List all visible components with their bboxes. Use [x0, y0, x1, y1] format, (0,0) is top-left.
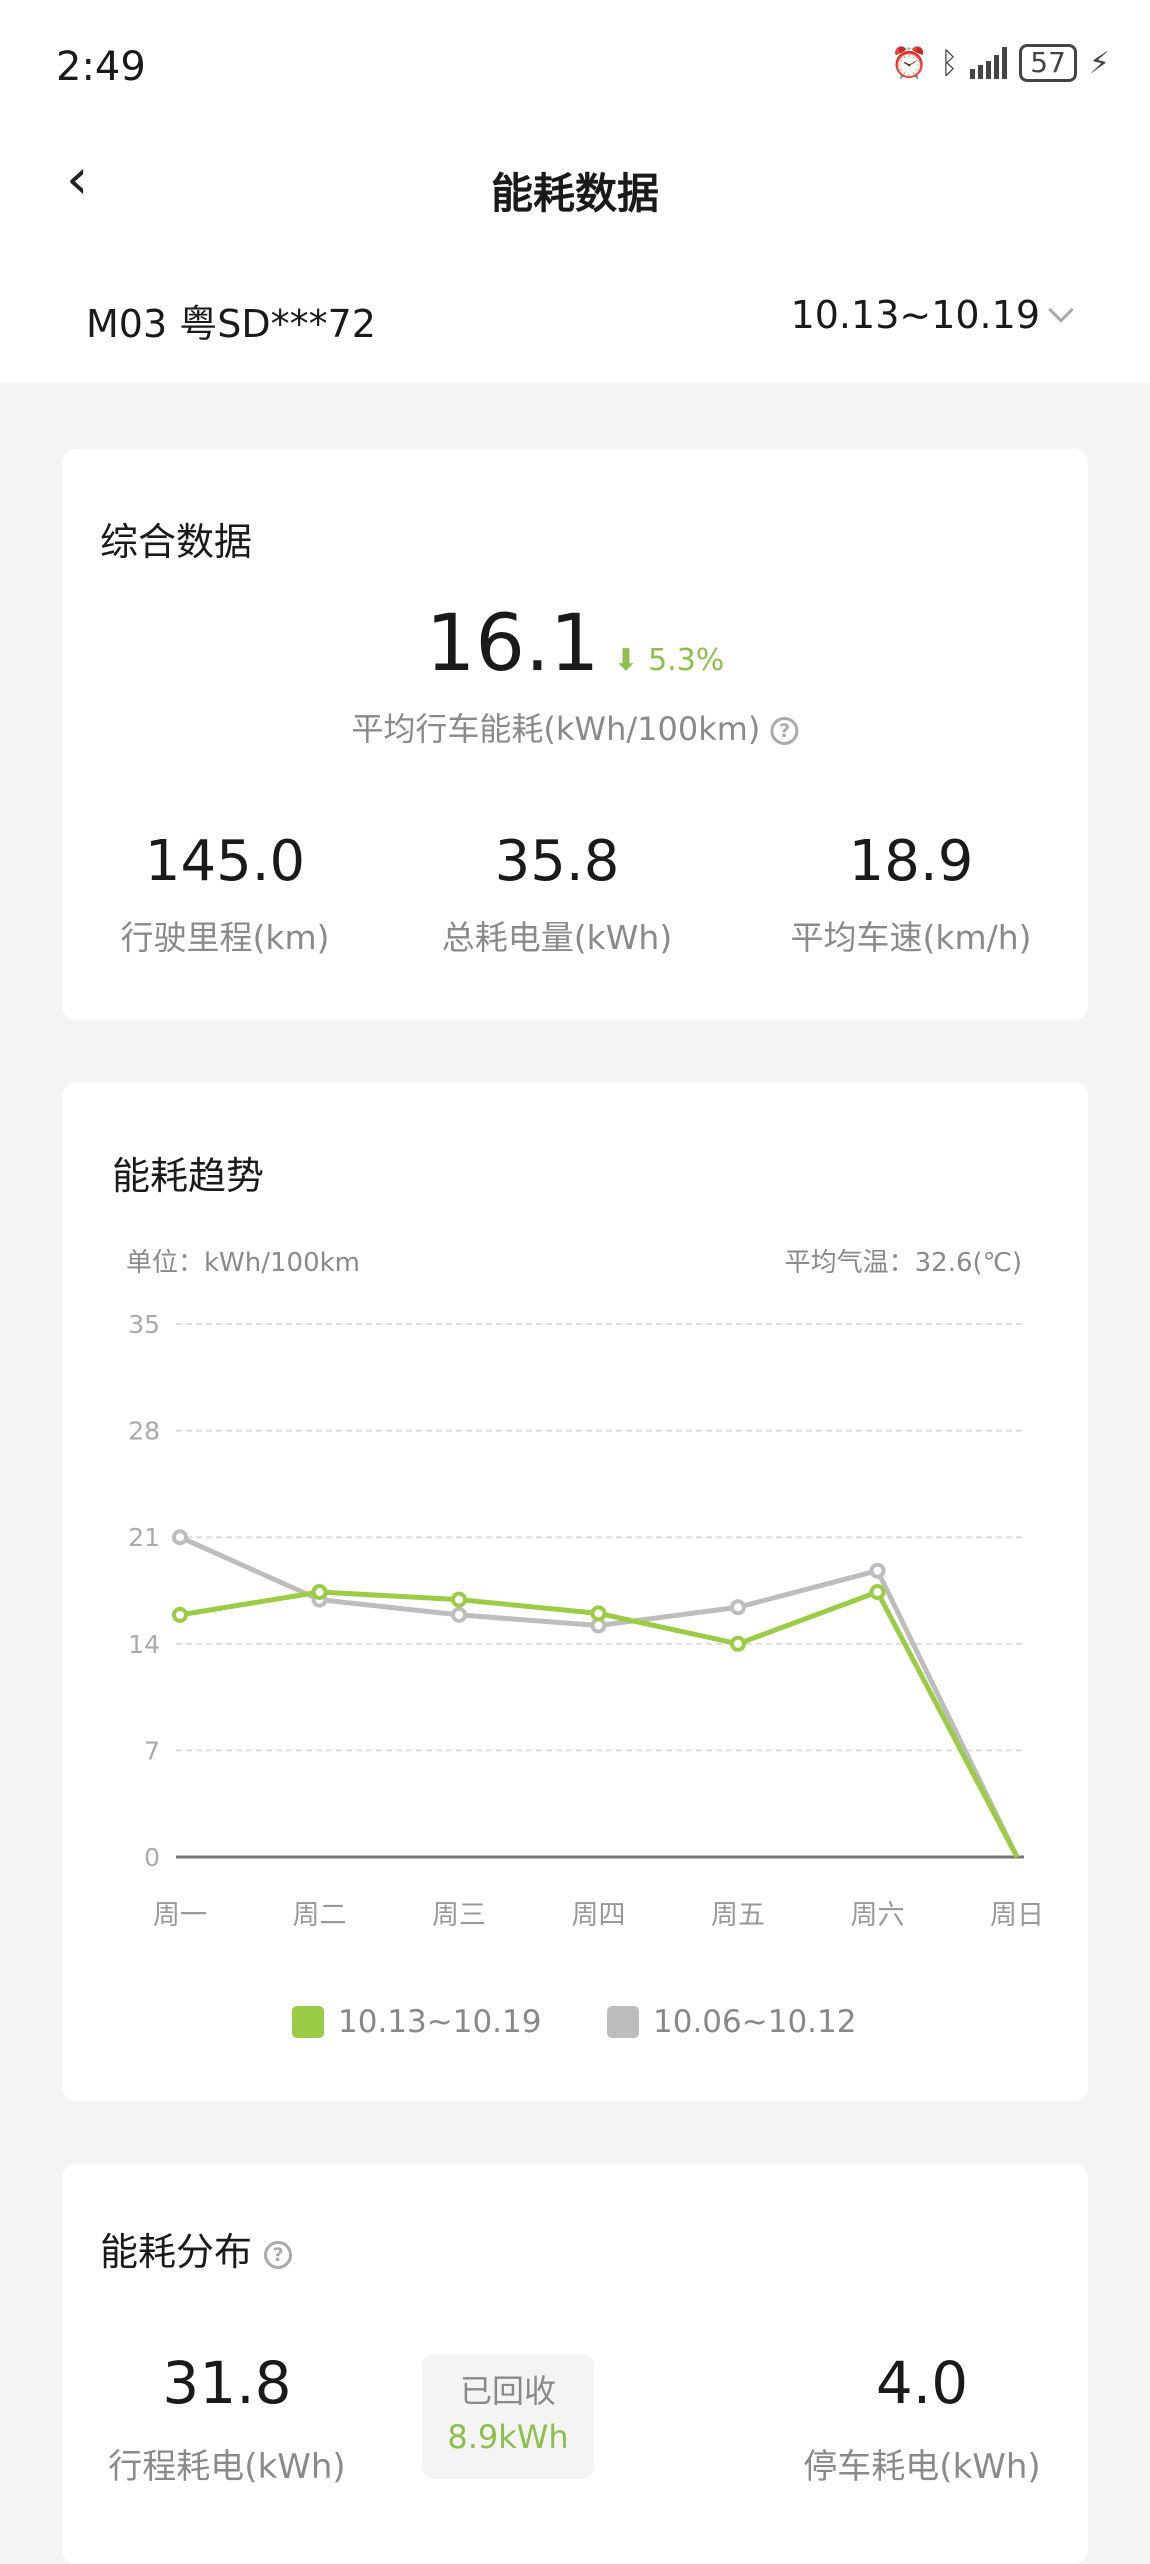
- chevron-down-icon: [1048, 297, 1074, 323]
- stat-value: 18.9: [848, 829, 974, 894]
- legend-item[interactable]: 10.06~10.12: [607, 2004, 856, 2040]
- stat-label: 平均车速(km/h): [790, 918, 1032, 957]
- top-area: [0, 0, 1150, 383]
- stat-value: 35.8: [494, 829, 620, 894]
- change-value: 5.3%: [648, 643, 725, 678]
- y-tick-label: 28: [128, 1417, 160, 1446]
- legend-label: 10.13~10.19: [338, 2004, 542, 2040]
- driving-label: 行程耗电(kWh): [108, 2447, 346, 2487]
- legend-label: 10.06~10.12: [653, 2004, 857, 2040]
- chevron-left-icon[interactable]: ‹: [66, 147, 89, 212]
- x-tick-label: 周三: [432, 1900, 486, 1931]
- line-chart: 0 7 14 21 28 35 周一 周二 周三 周四 周五 周六 周日: [128, 1310, 1044, 1931]
- arrow-down-icon: ⬇: [613, 643, 639, 678]
- summary-card: 综合数据 16.1 ⬇ 5.3% 平均行车能耗(kWh/100km) ? 145…: [62, 449, 1088, 1020]
- legend-item[interactable]: 10.13~10.19: [292, 2004, 541, 2040]
- data-point: [451, 1606, 467, 1623]
- data-point: [730, 1599, 746, 1616]
- vehicle-name[interactable]: M03 粤SD***72: [86, 302, 376, 346]
- avg-temperature: 平均气温：32.6(℃): [784, 1248, 1022, 1278]
- change-badge: ⬇ 5.3%: [613, 643, 724, 678]
- y-tick-label: 7: [144, 1736, 160, 1765]
- bluetooth-icon: ᛒ: [940, 45, 959, 81]
- y-tick-label: 35: [128, 1310, 160, 1339]
- x-tick-label: 周四: [572, 1900, 626, 1931]
- x-tick-label: 周六: [851, 1900, 905, 1931]
- stat-label: 总耗电量(kWh): [441, 918, 673, 957]
- signal-icon: [970, 47, 1008, 79]
- date-range: 10.13~10.19: [790, 293, 1040, 337]
- y-tick-label: 21: [128, 1523, 160, 1552]
- recovered-label: 已回收: [459, 2372, 556, 2410]
- data-point: [172, 1529, 188, 1546]
- x-tick-label: 周日: [990, 1900, 1044, 1931]
- charging-icon: ⚡: [1088, 45, 1110, 81]
- y-tick-label: 0: [144, 1843, 160, 1872]
- distribution-title-text: 能耗分布: [100, 2230, 253, 2274]
- help-icon[interactable]: ?: [770, 717, 799, 745]
- date-range-picker[interactable]: 10.13~10.19: [790, 293, 1074, 337]
- parking-value: 4.0: [875, 2349, 969, 2417]
- y-tick-label: 14: [128, 1630, 160, 1659]
- help-icon[interactable]: ?: [264, 2240, 293, 2269]
- summary-title: 综合数据: [100, 520, 253, 564]
- trend-card: 能耗趋势 单位：kWh/100km 平均气温：32.6(℃) 0 7 14 21 28 3…: [62, 1082, 1088, 2101]
- trend-title: 能耗趋势: [112, 1154, 265, 1198]
- page-title: 能耗数据: [490, 169, 660, 218]
- legend-swatch: [607, 2006, 639, 2038]
- series-line: [178, 1534, 1020, 1859]
- distribution-card: 能耗分布 ? 31.8 行程耗电(kWh) 已回收 8.9kWh 4.0 停车耗…: [62, 2164, 1088, 2564]
- data-point: [172, 1606, 188, 1623]
- unit-label: 单位：kWh/100km: [126, 1248, 361, 1278]
- stat-value: 145.0: [144, 829, 306, 894]
- data-point: [869, 1562, 886, 1579]
- distribution-title: 能耗分布 ?: [100, 2221, 293, 2276]
- x-tick-label: 周五: [711, 1900, 765, 1931]
- recovered-value: 8.9kWh: [447, 2418, 569, 2456]
- avg-consumption-value: 16.1: [425, 599, 600, 689]
- recovered-tooltip: 已回收 8.9kWh: [422, 2354, 594, 2479]
- avg-label-text: 平均行车能耗(kWh/100km): [351, 710, 761, 748]
- x-tick-label: 周二: [293, 1900, 347, 1931]
- data-point: [590, 1605, 607, 1622]
- data-point: [451, 1591, 467, 1608]
- driving-value: 31.8: [162, 2349, 292, 2417]
- alarm-icon: ⏰: [890, 45, 929, 81]
- status-icons: ⏰ ᛒ 57 ⚡: [891, 44, 1110, 82]
- x-tick-label: 周一: [153, 1900, 207, 1931]
- data-point: [730, 1635, 746, 1652]
- data-point: [311, 1584, 328, 1601]
- status-time: 2:49: [56, 44, 146, 90]
- avg-consumption-label[interactable]: 平均行车能耗(kWh/100km) ?: [351, 704, 799, 750]
- avg-consumption-row: 16.1 ⬇ 5.3%: [426, 599, 725, 689]
- legend-swatch: [292, 2006, 324, 2038]
- data-point: [869, 1584, 886, 1601]
- parking-label: 停车耗电(kWh): [803, 2447, 1041, 2487]
- stat-label: 行驶里程(km): [120, 918, 330, 957]
- battery-icon: 57: [1019, 44, 1077, 82]
